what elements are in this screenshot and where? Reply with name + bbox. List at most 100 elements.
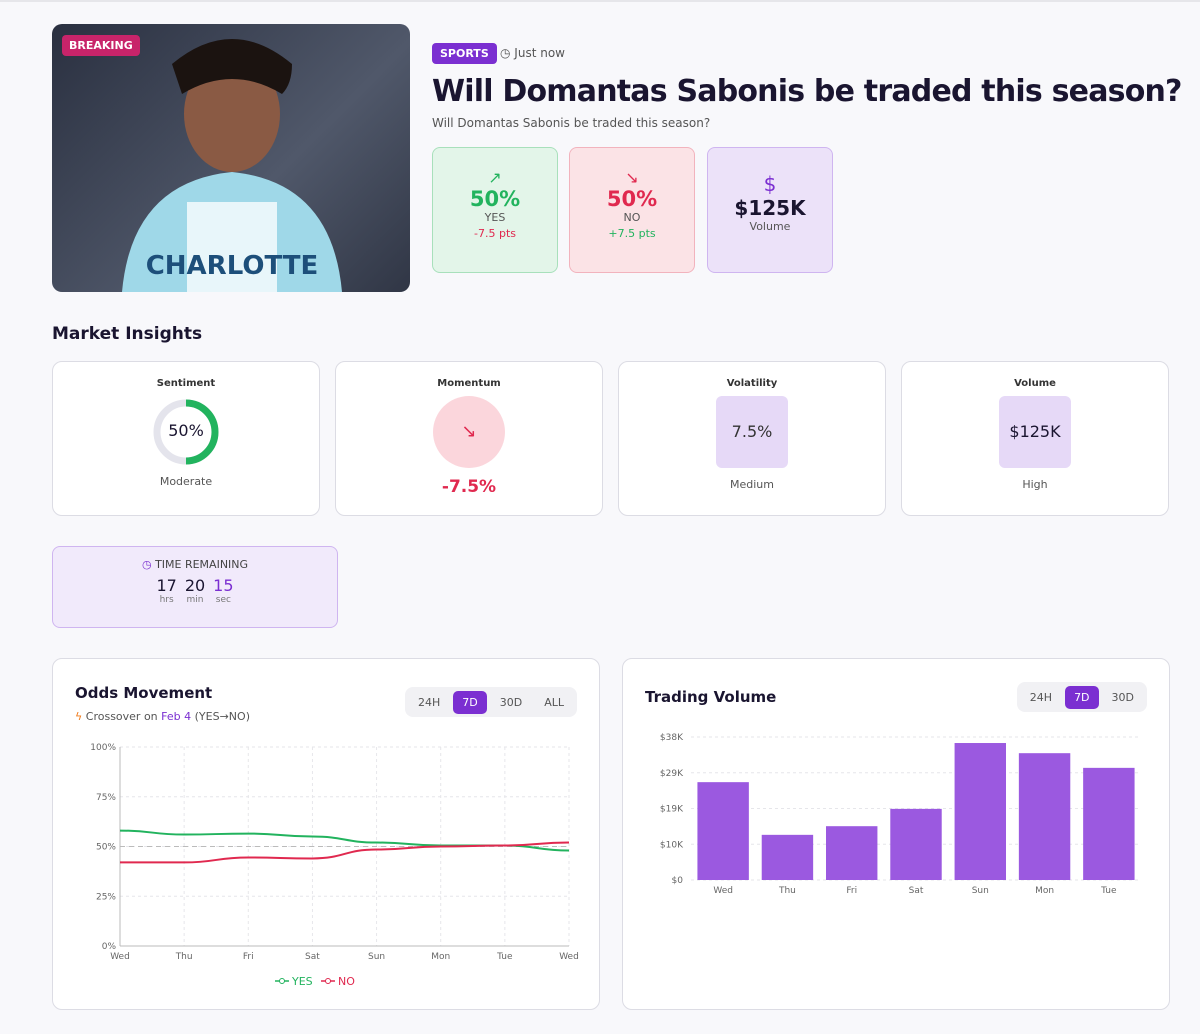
y-tick-label: $19K: [660, 805, 684, 815]
timer-unit: 20 min: [185, 576, 205, 605]
volatility-card: Volatility 7.5% Medium: [618, 361, 886, 516]
no-value: 50%: [606, 187, 658, 211]
timer-unit: 17 hrs: [156, 576, 176, 605]
volatility-note: Medium: [730, 478, 774, 491]
range-button[interactable]: 24H: [1029, 690, 1053, 704]
sentiment-value: 50%: [168, 421, 204, 440]
sentiment-note: Moderate: [159, 475, 213, 488]
series-line: [120, 841, 570, 864]
category-badge: SPORTS: [432, 43, 497, 64]
range-buttons: 24H 7D 30D ALL: [404, 687, 577, 717]
svg-text:CHARLOTTE: CHARLOTTE: [146, 251, 319, 281]
y-tick-label: 50%: [96, 843, 116, 853]
timer-card: ◷ TIME REMAINING 17 hrs 20 min 15 sec: [52, 546, 338, 628]
volume-card: $ $125K Volume: [707, 147, 833, 273]
range-button[interactable]: 7D: [453, 690, 487, 714]
yes-change: -7.5 pts: [474, 227, 516, 240]
volume-insight-value: $125K: [999, 396, 1071, 468]
timer-unit-label: min: [186, 595, 204, 605]
top-border: [0, 0, 1200, 2]
up-icon: ↗: [488, 168, 502, 187]
bar: [890, 808, 942, 880]
x-tick-label: Sat: [909, 886, 924, 896]
x-tick-label: Thu: [778, 886, 796, 896]
x-tick-label: Wed: [110, 952, 130, 962]
x-tick-label: Fri: [243, 952, 254, 962]
timer-unit: 15 sec: [213, 576, 233, 605]
market-title: Will Domantas Sabonis be traded this sea…: [432, 74, 1182, 109]
range-button[interactable]: ALL: [544, 695, 564, 709]
crossover-note: ϟ Crossover on Feb 4 (YES→NO): [75, 710, 250, 723]
card-title: Volatility: [726, 378, 778, 389]
timestamp-text: Just now: [514, 46, 565, 60]
player-illustration: CHARLOTTE: [122, 39, 342, 292]
bar: [826, 826, 878, 880]
sentiment-ring: 50%: [151, 397, 221, 467]
y-tick-label: 75%: [96, 793, 116, 803]
crossover-date: Feb 4: [161, 710, 192, 723]
x-tick-label: Mon: [431, 952, 450, 962]
y-tick-label: $0: [672, 876, 684, 886]
bar: [954, 743, 1006, 880]
y-tick-label: 0%: [102, 942, 117, 952]
timer-icon: ◷: [141, 558, 152, 571]
volume-chart-card: Trading Volume 24H 7D 30D $0 $10K $19K $29K $3…: [622, 658, 1170, 1010]
crossover-suffix: (YES→NO): [194, 710, 250, 723]
x-tick-label: Sun: [368, 952, 385, 962]
momentum-card: Momentum ↘ -7.5%: [335, 361, 603, 516]
ring: [153, 399, 219, 465]
timer-label-text: TIME REMAINING: [155, 558, 249, 571]
timer-hours: 17: [156, 576, 177, 595]
timer-label: ◷ TIME REMAINING: [53, 558, 337, 571]
timer-minutes: 20: [184, 576, 206, 595]
timer-unit-label: sec: [215, 595, 231, 605]
range-button[interactable]: 7D: [1065, 685, 1099, 709]
chart-title: Trading Volume: [645, 688, 777, 706]
section-title: Market Insights: [52, 324, 203, 344]
x-tick-label: Tue: [496, 952, 513, 962]
bar: [1018, 753, 1071, 880]
yes-label: YES: [484, 211, 506, 224]
chart-title: Odds Movement: [75, 684, 213, 702]
x-tick-label: Fri: [846, 886, 857, 896]
bolt-icon: ϟ: [75, 710, 83, 723]
yes-card: ↗ 50% YES -7.5 pts: [432, 147, 558, 273]
y-tick-label: $29K: [660, 769, 684, 779]
range-button[interactable]: 30D: [1111, 690, 1134, 704]
market-subtitle: Will Domantas Sabonis be traded this sea…: [432, 116, 711, 130]
no-card: ↘ 50% NO +7.5 pts: [569, 147, 695, 273]
no-change: +7.5 pts: [608, 227, 656, 240]
x-tick-label: Wed: [559, 952, 579, 962]
odds-card: Odds Movement ϟ Crossover on Feb 4 (YES→…: [52, 658, 600, 1010]
timer-unit-label: hrs: [159, 595, 174, 605]
timer-units: 17 hrs 20 min 15 sec: [53, 576, 337, 605]
x-tick-label: Thu: [175, 952, 193, 962]
no-label: NO: [623, 211, 641, 224]
x-tick-label: Sun: [972, 886, 989, 896]
legend-swatch: [325, 978, 331, 984]
x-tick-label: Tue: [1100, 886, 1117, 896]
bar: [1083, 767, 1135, 880]
x-tick-label: Mon: [1035, 886, 1054, 896]
breaking-badge: BREAKING: [62, 35, 140, 56]
card-title: Momentum: [437, 378, 501, 389]
bar: [761, 834, 814, 880]
sentiment-card: Sentiment 50% Moderate: [52, 361, 320, 516]
y-tick-label: 100%: [90, 743, 116, 753]
timestamp: ◷ Just now: [500, 46, 565, 60]
y-tick-label: $10K: [660, 840, 684, 850]
chart-plot: $0 $10K $19K $29K $38K Wed Thu Fri Sat Sun Mon Tue: [660, 733, 1141, 896]
range-buttons: 24H 7D 30D: [1016, 682, 1147, 712]
range-button[interactable]: 30D: [499, 695, 523, 709]
yes-value: 50%: [469, 187, 521, 211]
momentum-icon: ↘: [433, 396, 505, 468]
bar: [697, 782, 749, 880]
timer-seconds: 15: [213, 576, 234, 595]
y-tick-label: 25%: [96, 892, 116, 902]
momentum-value: -7.5%: [441, 477, 497, 497]
legend-swatch: [279, 978, 285, 984]
range-button[interactable]: 24H: [417, 695, 441, 709]
card-title: Sentiment: [156, 378, 216, 389]
volume-insight-note: High: [1022, 478, 1048, 491]
legend-label: YES: [291, 975, 313, 988]
